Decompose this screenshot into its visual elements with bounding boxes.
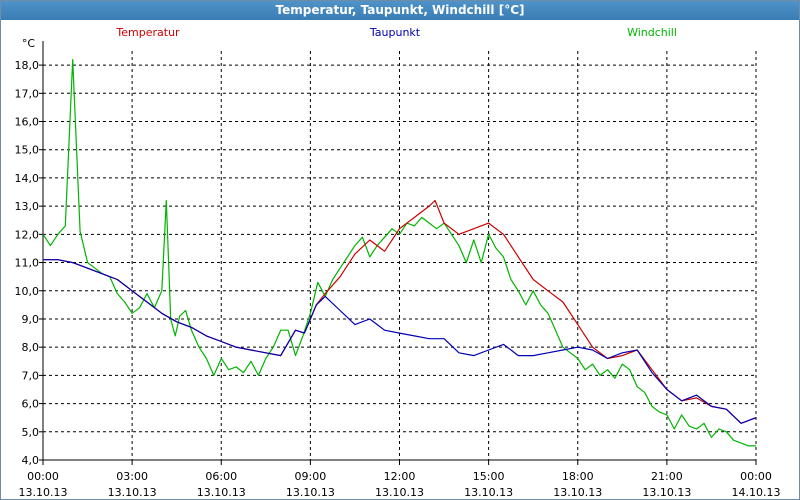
y-tick-label: 5,0 — [22, 426, 40, 439]
y-tick-label: 14,0 — [15, 172, 40, 185]
x-tick-time-label: 00:00 — [27, 470, 59, 483]
y-tick-label: 11,0 — [15, 257, 40, 270]
y-tick-label: 17,0 — [15, 87, 40, 100]
x-tick-time-label: 09:00 — [295, 470, 327, 483]
y-tick-label: 6,0 — [22, 398, 40, 411]
y-axis-unit-label: °C — [22, 37, 36, 50]
y-tick-label: 15,0 — [15, 144, 40, 157]
x-tick-time-label: 18:00 — [562, 470, 594, 483]
y-tick-label: 7,0 — [22, 369, 40, 382]
x-tick-date-label: 13.10.13 — [464, 486, 513, 499]
x-tick-time-label: 12:00 — [384, 470, 416, 483]
y-tick-label: 4,0 — [22, 454, 40, 467]
x-tick-date-label: 14.10.13 — [732, 486, 781, 499]
x-tick-time-label: 15:00 — [473, 470, 505, 483]
y-tick-label: 16,0 — [15, 116, 40, 129]
x-tick-time-label: 06:00 — [205, 470, 237, 483]
x-tick-time-label: 00:00 — [740, 470, 772, 483]
x-tick-date-label: 13.10.13 — [197, 486, 246, 499]
y-tick-label: 9,0 — [22, 313, 40, 326]
x-tick-time-label: 03:00 — [116, 470, 148, 483]
line-chart: 4,0 5,0 6,0 7,0 8,0 9,0 10,0 11,0 12,0 13,0 14,0 15… — [15, 26, 781, 499]
legend-taupunkt: Taupunkt — [369, 26, 421, 39]
x-tick-date-label: 13.10.13 — [375, 486, 424, 499]
x-tick-date-label: 13.10.13 — [19, 486, 68, 499]
x-tick-date-label: 13.10.13 — [642, 486, 691, 499]
legend-temperatur: Temperatur — [115, 26, 180, 39]
window-title: Temperatur, Taupunkt, Windchill [°C] — [1, 1, 799, 20]
legend-windchill: Windchill — [627, 26, 677, 39]
x-tick-date-label: 13.10.13 — [553, 486, 602, 499]
y-tick-label: 13,0 — [15, 200, 40, 213]
y-tick-label: 18,0 — [15, 59, 40, 72]
x-tick-date-label: 13.10.13 — [286, 486, 335, 499]
y-tick-label: 8,0 — [22, 341, 40, 354]
y-tick-label: 10,0 — [15, 285, 40, 298]
series-line-taupunkt — [43, 259, 757, 424]
y-tick-label: 12,0 — [15, 228, 40, 241]
series-line-windchill — [42, 58, 756, 447]
x-tick-date-label: 13.10.13 — [108, 486, 157, 499]
x-tick-time-label: 21:00 — [651, 470, 683, 483]
